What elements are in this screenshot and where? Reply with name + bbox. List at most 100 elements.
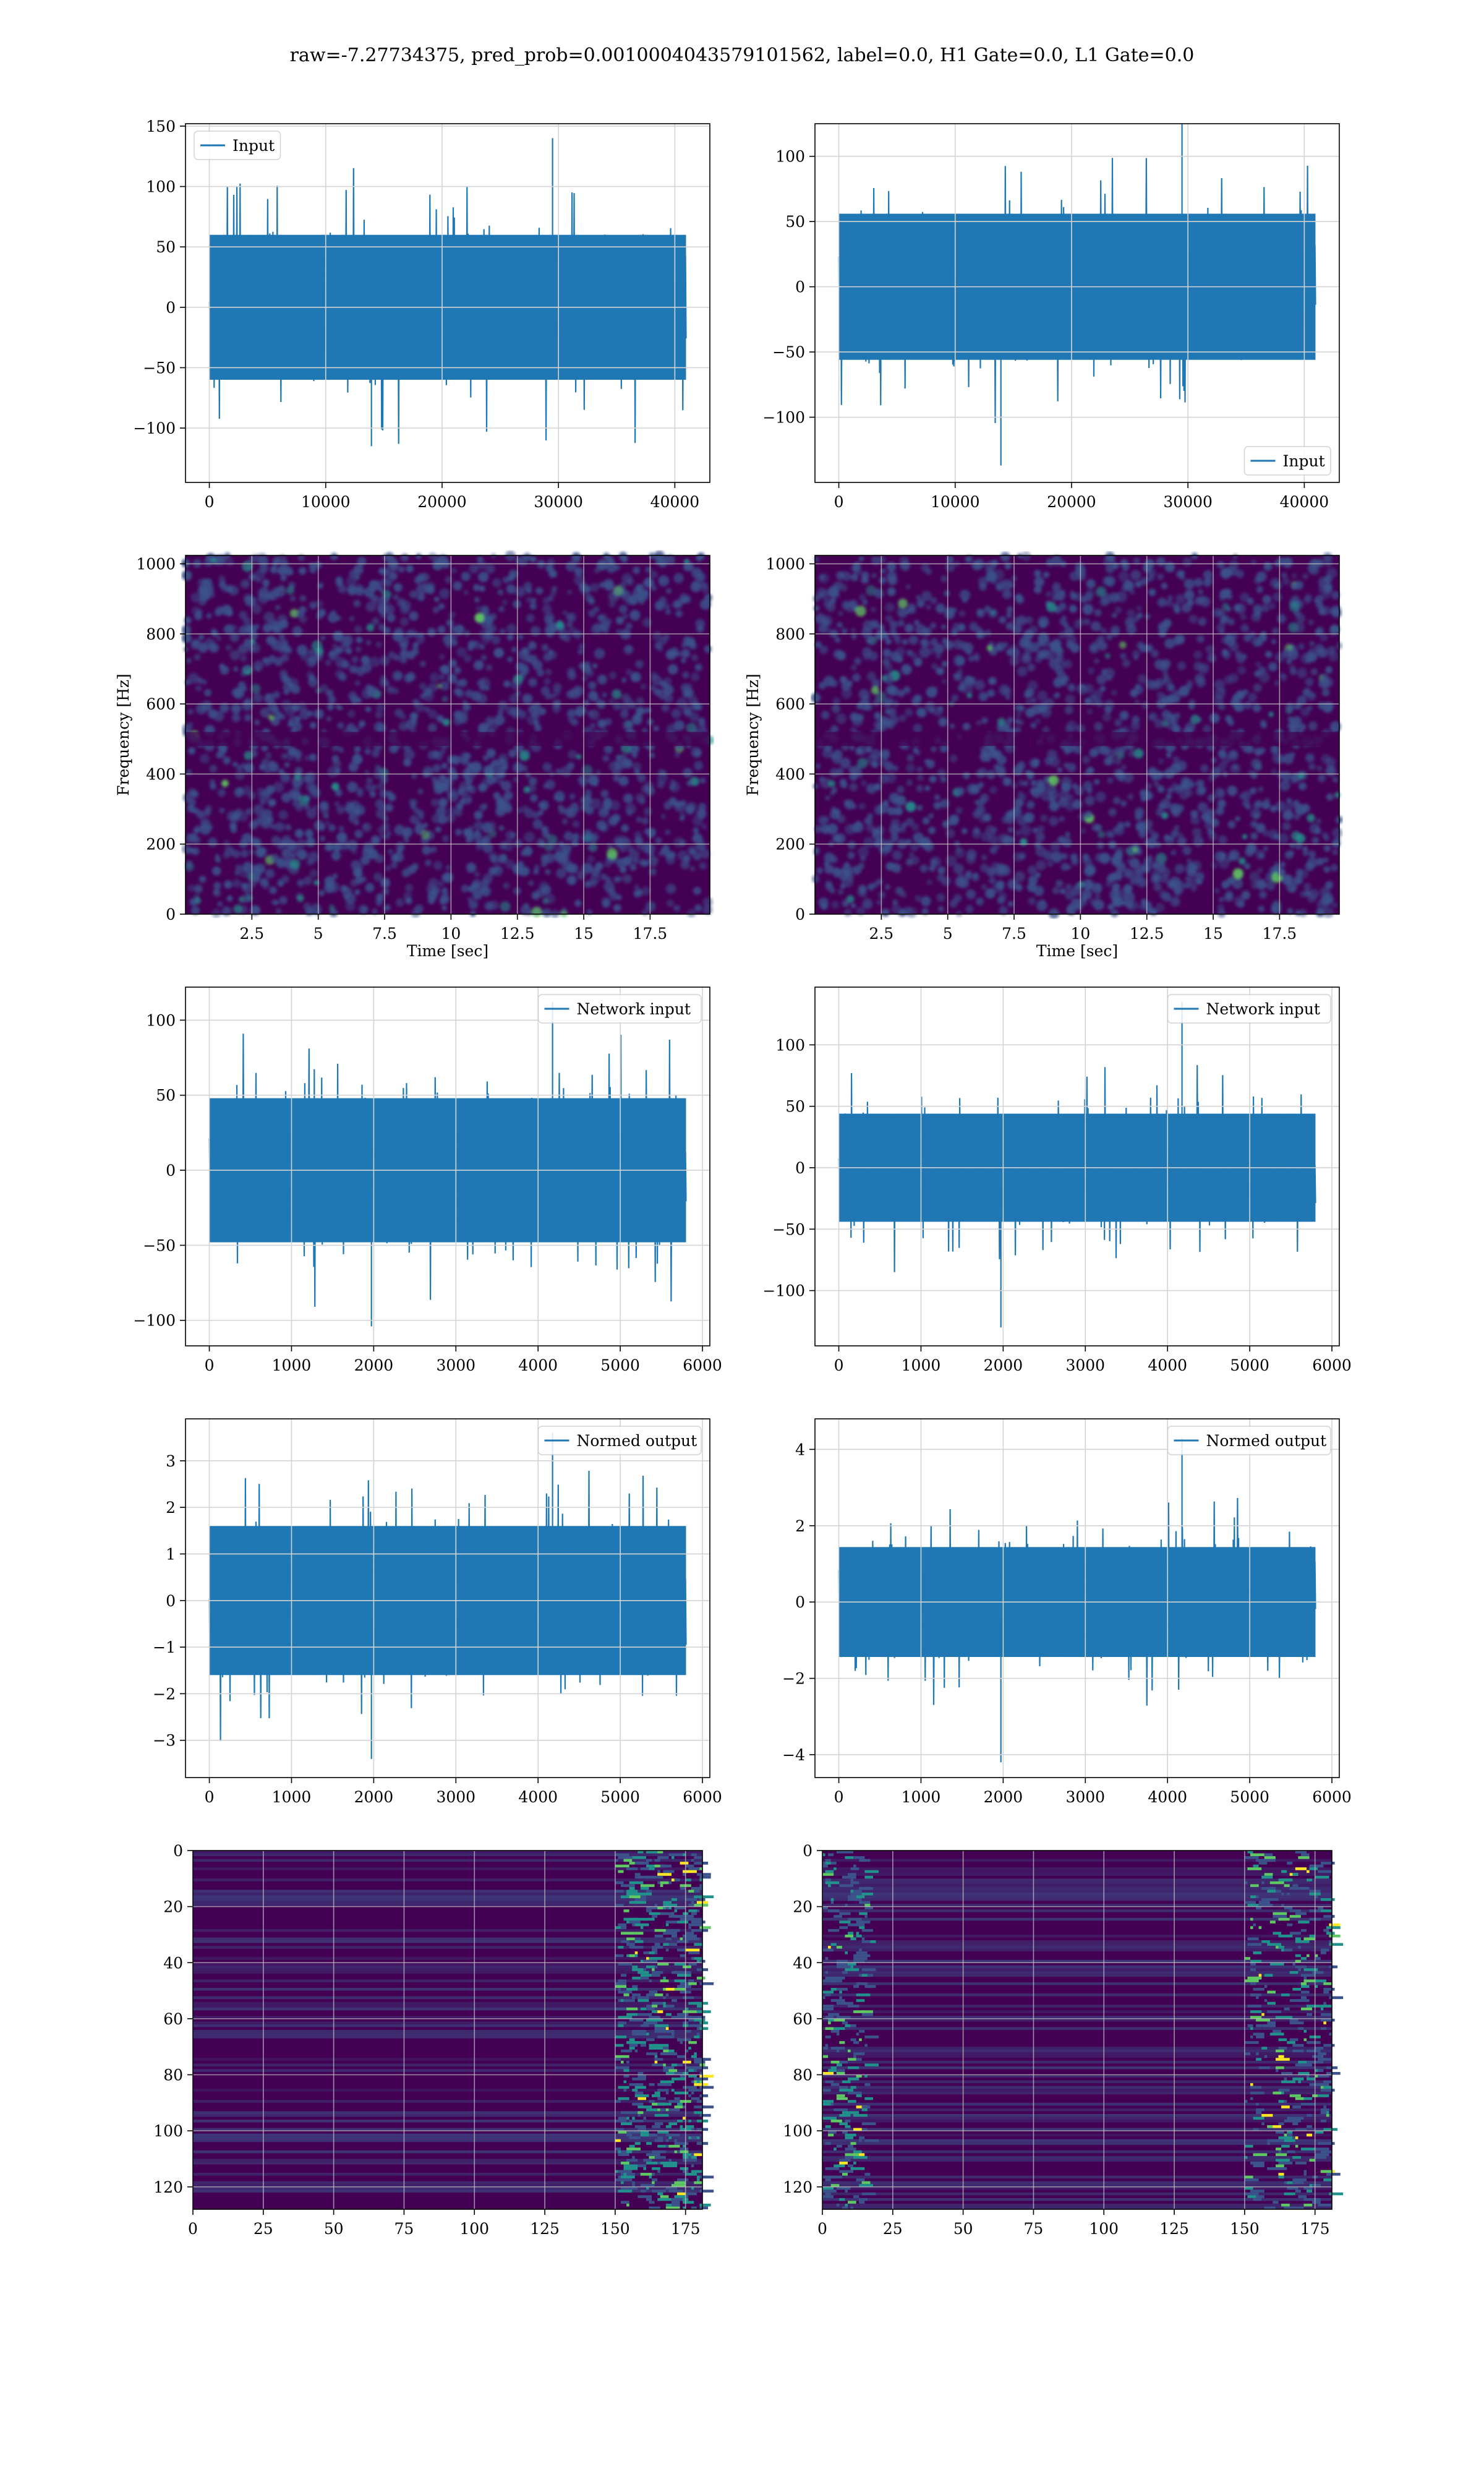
l1-spectrogram-cells [811,551,1343,919]
l1-input-xtick-label: 20000 [1047,493,1096,511]
l1-input-ytick-label: 0 [795,278,805,296]
h1-network-input-legend: Network input [537,994,702,1024]
h1-spectrogram-ytick-label: 600 [146,695,176,713]
h1-normed-output-ytick-label: 0 [166,1592,176,1610]
l1-network-input-xtick-label: 3000 [1065,1356,1105,1374]
h1-feature-map-xtick-label: 25 [254,2220,273,2238]
h1-network-input-xtick-label: 5000 [600,1356,640,1374]
l1-spectrogram-xtick-label: 2.5 [869,925,893,943]
h1-network-input-frame [185,987,710,1346]
h1-feature-map-panel: 0 25 50 75 100 125 150 175 0 20 40 60 80 100 120 [153,1842,714,2238]
l1-normed-output-ytick-label: −4 [782,1746,805,1764]
l1-feature-map-panel: 0 25 50 75 100 125 150 175 0 20 40 60 80 100 120 [783,1842,1344,2238]
h1-feature-map-xtick-label: 150 [600,2220,630,2238]
l1-normed-output-ytick-label: 0 [795,1593,805,1611]
l1-spectrogram-xlabel: Time [sec] [1036,942,1118,960]
l1-spectrogram-panel: 2.5 5 7.5 10 12.5 15 17.5 0 200 400 600 800 1000 Time… [744,551,1343,960]
h1-normed-output-xtick-label: 4000 [518,1788,558,1806]
l1-normed-output-panel: 0 1000 2000 3000 4000 5000 6000 −4 −2 0 2 4 Normed o… [782,1418,1352,1806]
h1-input-series-line [208,138,687,447]
h1-normed-output-panel: 0 1000 2000 3000 4000 5000 6000 −3 −2 −1 0 1 2 3 Norme… [153,1418,722,1806]
h1-input-legend: Input [194,131,281,160]
l1-normed-output-xtick-label: 0 [834,1788,844,1806]
l1-feature-map-grid [822,1850,1332,2209]
l1-spectrogram-ytick-label: 200 [775,836,805,854]
h1-input-xtick-label: 30000 [534,493,583,511]
h1-feature-map-cells [193,1851,714,2210]
h1-input-ytick-label: −50 [143,359,176,377]
l1-network-input-xtick-label: 0 [834,1356,844,1374]
l1-spectrogram-frame [814,555,1340,915]
h1-feature-map-ytick-label: 20 [163,1898,183,1916]
l1-feature-map-xtick-label: 25 [883,2220,903,2238]
l1-spectrogram-xtick-label: 15 [1203,925,1223,943]
h1-input-frame [185,123,710,483]
l1-spectrogram-xtick-label: 17.5 [1263,925,1297,943]
h1-feature-map-ytick-label: 0 [173,1842,183,1860]
l1-input-ytick-label: 50 [785,213,805,231]
h1-normed-output-legend: Normed output [537,1426,702,1455]
l1-input-ytick-label: −100 [762,409,805,427]
h1-normed-output-legend-label: Normed output [577,1432,697,1450]
h1-network-input-xtick-label: 3000 [436,1356,475,1374]
h1-spectrogram-xtick-label: 12.5 [500,925,535,943]
h1-input-panel: 0 10000 20000 30000 40000 −100 −50 0 50 100 150 Inp… [133,118,710,511]
h1-network-input-ytick-label: −50 [143,1236,176,1254]
h1-normed-output-ytick-label: 1 [166,1545,176,1563]
l1-spectrogram-ytick-label: 600 [775,695,805,713]
h1-spectrogram-dark-band [186,732,710,747]
l1-network-input-series-line [838,1001,1316,1328]
h1-spectrogram-panel: 2.5 5 7.5 10 12.5 15 17.5 0 200 400 600 800 1000 Time… [114,550,714,960]
h1-network-input-ytick-label: 0 [166,1162,176,1179]
l1-feature-map-frame [822,1850,1333,2210]
h1-feature-map-ytick-label: 40 [163,1954,183,1972]
l1-network-input-legend: Network input [1167,994,1331,1024]
h1-feature-map-ytick-label: 100 [153,2122,183,2140]
l1-feature-map-ytick-label: 80 [793,2066,812,2084]
l1-network-input-ytick-label: 100 [775,1036,805,1054]
l1-input-ytick-label: 100 [775,148,805,166]
l1-spectrogram-xtick-label: 7.5 [1002,925,1026,943]
l1-normed-output-xtick-label: 2000 [984,1788,1023,1806]
h1-normed-output-xtick-label: 3000 [436,1788,475,1806]
h1-normed-output-ytick-label: −1 [153,1638,176,1656]
h1-normed-output-xtick-label: 0 [205,1788,215,1806]
l1-network-input-frame [814,987,1340,1346]
h1-network-input-ytick-label: 100 [146,1011,176,1029]
l1-feature-map-xtick-label: 50 [953,2220,973,2238]
h1-input-xtick-label: 40000 [650,493,700,511]
l1-input-xtick-label: 0 [834,493,844,511]
h1-network-input-xtick-label: 6000 [683,1356,722,1374]
h1-feature-map-xtick-label: 175 [671,2220,701,2238]
h1-network-input-xtick-label: 0 [205,1356,215,1374]
l1-feature-map-ytick-label: 0 [803,1842,812,1860]
h1-feature-map-xtick-label: 75 [394,2220,414,2238]
h1-spectrogram-xtick-label: 7.5 [372,925,397,943]
l1-network-input-xtick-label: 4000 [1148,1356,1187,1374]
l1-network-input-grid [815,987,1339,1346]
h1-feature-map-xtick-label: 125 [530,2220,560,2238]
h1-network-input-panel: 0 1000 2000 3000 4000 5000 6000 −100 −50 0 50 100 Ne… [133,987,722,1374]
h1-spectrogram-xtick-label: 17.5 [633,925,668,943]
l1-input-legend: Input [1243,446,1331,476]
l1-normed-output-xtick-label: 4000 [1148,1788,1187,1806]
l1-spectrogram-ytick-label: 400 [775,765,805,783]
l1-spectrogram-ytick-label: 800 [775,625,805,643]
l1-feature-map-ytick-label: 20 [793,1898,812,1916]
l1-input-grid [815,124,1339,482]
l1-feature-map-ytick-label: 120 [783,2178,812,2196]
h1-network-input-xtick-label: 2000 [354,1356,394,1374]
l1-normed-output-frame [814,1418,1340,1778]
h1-input-xtick-label: 20000 [417,493,467,511]
l1-normed-output-xtick-label: 5000 [1230,1788,1269,1806]
h1-feature-map-ytick-label: 80 [163,2066,183,2084]
h1-normed-output-ytick-label: −2 [153,1685,176,1703]
l1-feature-map-xtick-label: 0 [817,2220,827,2238]
l1-spectrogram-ytick-label: 1000 [765,555,805,573]
h1-normed-output-ytick-label: −3 [153,1732,176,1750]
h1-normed-output-series-line [208,1432,687,1759]
l1-feature-map-xtick-label: 125 [1159,2220,1189,2238]
h1-network-input-ytick-label: −100 [133,1312,176,1330]
h1-feature-map-xtick-label: 0 [188,2220,198,2238]
